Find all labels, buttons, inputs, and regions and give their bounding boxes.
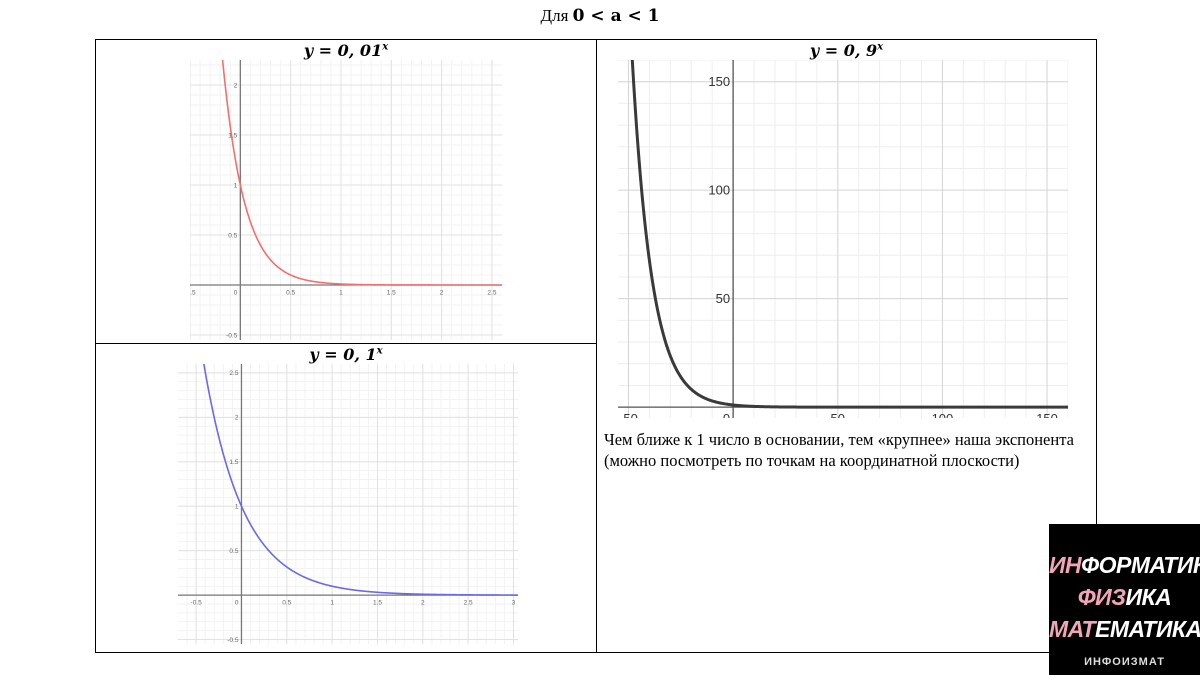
y-tick-label: 2.5: [229, 370, 238, 377]
y-tick-label: 150: [708, 74, 730, 89]
x-tick-label: 2: [421, 600, 425, 607]
header-prefix: Для: [540, 6, 569, 25]
chart-y-09-pow-x: -50 0 50 100 150 50 100 150: [618, 60, 1068, 418]
x-tick-label: 50: [831, 411, 845, 418]
function-curve: [221, 60, 502, 286]
y-tick-label: 100: [708, 183, 730, 198]
x-tick-label: 0.5: [286, 290, 295, 297]
table-divider-horizontal: [95, 343, 597, 344]
x-tick-label: 0: [723, 411, 730, 418]
y-tick-label: 2: [235, 415, 239, 422]
x-tick-label: 3: [512, 600, 516, 607]
table-divider-vertical: [596, 39, 597, 653]
y-tick-label: 2: [234, 82, 238, 89]
y-tick-label: 1.5: [228, 132, 237, 139]
y-tick-label: 0.5: [229, 548, 238, 555]
x-tick-label: -0.5: [190, 290, 196, 297]
x-tick-label: 1: [339, 290, 343, 297]
x-tick-label: 1: [330, 600, 334, 607]
panel-title-3: y = 0, 9x: [809, 41, 884, 60]
x-tick-label: 0: [234, 290, 238, 297]
y-tick-label: -0.5: [226, 332, 238, 339]
x-tick-label: 100: [932, 411, 954, 418]
x-tick-label: 1.5: [373, 600, 382, 607]
x-tick-label: 0.5: [282, 600, 291, 607]
chart-y-01-pow-x: -0.5 0 0.5 1 1.5 2 2.5 3 -0.5 0.5 1 1.5 2 2.5: [178, 364, 518, 644]
x-tick-label: 2.5: [487, 290, 496, 297]
x-tick-label: 1.5: [387, 290, 396, 297]
x-tick-label: 2.5: [464, 600, 473, 607]
y-tick-label: 1.5: [229, 459, 238, 466]
y-tick-label: 0.5: [228, 232, 237, 239]
x-tick-label: 2: [440, 290, 444, 297]
y-tick-label: 1: [235, 503, 239, 510]
function-curve: [630, 60, 1068, 409]
x-tick-label: 150: [1036, 411, 1058, 418]
infizmat-logo: ИНФОРМАТИКА ФИЗИКА МАТЕМАТИКА ИНФОИЗМАТ: [1049, 524, 1200, 675]
page-header: Для 0 < a < 1: [0, 6, 1200, 26]
x-tick-label: -50: [619, 411, 638, 418]
x-tick-label: -0.5: [191, 600, 203, 607]
y-tick-label: -0.5: [227, 637, 239, 644]
x-tick-label: 0: [235, 600, 239, 607]
panel-title-2: y = 0, 1x: [309, 345, 383, 364]
chart-y-001-pow-x: -0.5 0 0.5 1 1.5 2 2.5 -0.5 0.5 1 1.5 2: [190, 60, 502, 340]
y-tick-label: 50: [716, 291, 730, 306]
function-curve: [203, 364, 518, 596]
note-text: Чем ближе к 1 число в основании, тем «кр…: [604, 430, 1074, 470]
panel-title-1: y = 0, 01x: [303, 41, 389, 60]
y-tick-label: 1: [234, 182, 238, 189]
header-formula: 0 < a < 1: [572, 6, 660, 26]
